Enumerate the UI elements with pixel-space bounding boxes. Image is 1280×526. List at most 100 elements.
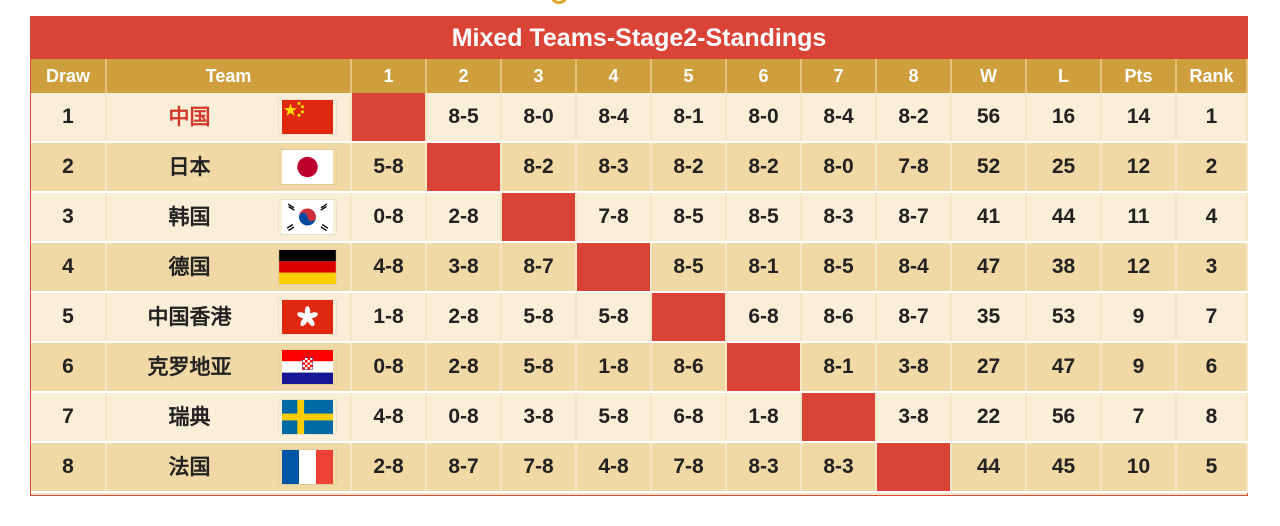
points-cell: 9 xyxy=(1101,342,1177,393)
team-name: 克罗地亚 xyxy=(147,355,232,379)
diagonal-cell xyxy=(576,242,652,293)
result-cell: 0-8 xyxy=(426,392,502,443)
losses-cell: 44 xyxy=(1026,192,1102,243)
result-cell: 2-8 xyxy=(426,292,502,343)
result-cell: 8-3 xyxy=(801,192,877,243)
losses-cell: 53 xyxy=(1026,292,1102,343)
diagonal-cell xyxy=(801,392,877,443)
team-name: 德国 xyxy=(168,255,211,279)
result-cell: 8-2 xyxy=(501,142,577,193)
result-cell: 4-8 xyxy=(351,392,427,443)
result-cell: 8-2 xyxy=(651,142,727,193)
rank-cell: 6 xyxy=(1176,342,1248,393)
croatia-flag-icon xyxy=(279,350,336,384)
rank-cell: 1 xyxy=(1176,93,1248,143)
france-flag-icon xyxy=(279,450,336,484)
team-cell: 韩国 xyxy=(106,192,352,243)
column-header-2: 2 xyxy=(426,59,502,93)
wins-cell: 56 xyxy=(951,93,1027,143)
points-cell: 10 xyxy=(1101,442,1177,493)
team-cell: 克罗地亚 xyxy=(106,342,352,393)
diagonal-cell xyxy=(351,93,427,143)
logo-strip xyxy=(540,0,740,6)
result-cell: 5-8 xyxy=(501,292,577,343)
column-header-6: 6 xyxy=(726,59,802,93)
result-cell: 5-8 xyxy=(501,342,577,393)
result-cell: 3-8 xyxy=(876,342,952,393)
team-name: 日本 xyxy=(168,155,211,179)
result-cell: 8-1 xyxy=(726,242,802,293)
wins-cell: 27 xyxy=(951,342,1027,393)
result-cell: 8-0 xyxy=(726,93,802,143)
wins-cell: 52 xyxy=(951,142,1027,193)
result-cell: 8-2 xyxy=(726,142,802,193)
team-name: 瑞典 xyxy=(168,405,211,429)
rank-cell: 8 xyxy=(1176,392,1248,443)
diagonal-cell xyxy=(426,142,502,193)
team-cell: 德国 xyxy=(106,242,352,293)
sweden-flag-icon xyxy=(279,400,336,434)
rank-cell: 2 xyxy=(1176,142,1248,193)
rank-cell: 5 xyxy=(1176,442,1248,493)
team-cell: 中国 xyxy=(106,93,352,143)
draw-cell: 1 xyxy=(31,93,107,143)
result-cell: 8-0 xyxy=(501,93,577,143)
result-cell: 8-5 xyxy=(426,93,502,143)
result-cell: 8-5 xyxy=(651,242,727,293)
result-cell: 6-8 xyxy=(726,292,802,343)
result-cell: 8-5 xyxy=(801,242,877,293)
wins-cell: 44 xyxy=(951,442,1027,493)
wins-cell: 22 xyxy=(951,392,1027,443)
rank-cell: 4 xyxy=(1176,192,1248,243)
table-row: 8 法国 2-8 8-7 7-8 4-8 7-8 8-3 8-3 44 45 10 5 xyxy=(31,442,1248,493)
result-cell: 7-8 xyxy=(501,442,577,493)
result-cell: 3-8 xyxy=(426,242,502,293)
result-cell: 2-8 xyxy=(426,342,502,393)
points-cell: 12 xyxy=(1101,142,1177,193)
draw-cell: 2 xyxy=(31,142,107,193)
draw-cell: 4 xyxy=(31,242,107,293)
result-cell: 1-8 xyxy=(576,342,652,393)
standings-board: Mixed Teams-Stage2-Standings Draw Team 1 2 3… xyxy=(30,16,1248,496)
result-cell: 8-1 xyxy=(651,93,727,143)
result-cell: 8-3 xyxy=(576,142,652,193)
result-cell: 1-8 xyxy=(726,392,802,443)
draw-cell: 3 xyxy=(31,192,107,243)
team-name: 法国 xyxy=(168,455,211,479)
losses-cell: 47 xyxy=(1026,342,1102,393)
header-row: Draw Team 1 2 3 4 5 6 7 8 W L Pts Rank xyxy=(31,59,1248,93)
team-cell: 日本 xyxy=(106,142,352,193)
result-cell: 8-6 xyxy=(801,292,877,343)
china-flag-icon xyxy=(279,100,336,134)
result-cell: 5-8 xyxy=(351,142,427,193)
losses-cell: 16 xyxy=(1026,93,1102,143)
table-row: 1 中国 8-5 8-0 8-4 8-1 8-0 8-4 8-2 56 16 14 1 xyxy=(31,93,1248,143)
rank-cell: 7 xyxy=(1176,292,1248,343)
result-cell: 8-4 xyxy=(801,93,877,143)
column-header-pts: Pts xyxy=(1101,59,1177,93)
logo-icon xyxy=(550,0,568,4)
column-header-5: 5 xyxy=(651,59,727,93)
result-cell: 5-8 xyxy=(576,392,652,443)
column-header-draw: Draw xyxy=(31,59,107,93)
column-header-team: Team xyxy=(106,59,352,93)
result-cell: 8-6 xyxy=(651,342,727,393)
result-cell: 8-7 xyxy=(876,292,952,343)
column-header-3: 3 xyxy=(501,59,577,93)
diagonal-cell xyxy=(501,192,577,243)
result-cell: 8-4 xyxy=(576,93,652,143)
result-cell: 8-7 xyxy=(501,242,577,293)
result-cell: 1-8 xyxy=(351,292,427,343)
diagonal-cell xyxy=(651,292,727,343)
team-name: 中国香港 xyxy=(147,305,232,329)
result-cell: 8-7 xyxy=(876,192,952,243)
team-name: 中国 xyxy=(168,105,211,129)
column-header-1: 1 xyxy=(351,59,427,93)
result-cell: 2-8 xyxy=(426,192,502,243)
column-header-4: 4 xyxy=(576,59,652,93)
result-cell: 8-4 xyxy=(876,242,952,293)
column-header-l: L xyxy=(1026,59,1102,93)
result-cell: 0-8 xyxy=(351,342,427,393)
result-cell: 7-8 xyxy=(576,192,652,243)
result-cell: 8-1 xyxy=(801,342,877,393)
